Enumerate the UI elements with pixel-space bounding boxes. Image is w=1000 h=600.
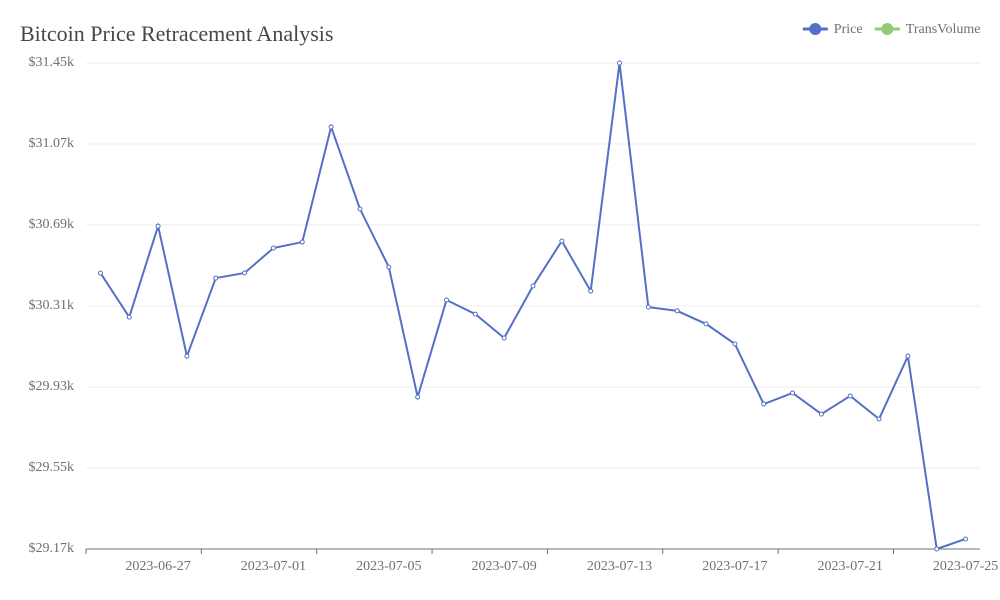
data-point — [790, 390, 796, 396]
chart-title: Bitcoin Price Retracement Analysis — [20, 21, 333, 46]
legend-label: TransVolume — [906, 22, 981, 37]
y-tick-label: $29.55k — [29, 460, 75, 475]
data-point — [645, 304, 651, 310]
data-point — [213, 275, 219, 281]
data-point — [126, 314, 132, 320]
data-point — [963, 536, 969, 542]
data-point — [703, 321, 709, 327]
data-point — [184, 353, 190, 359]
x-tick-label: 2023-07-05 — [356, 559, 421, 574]
legend-label: Price — [834, 22, 863, 37]
legend-item: TransVolume — [874, 22, 981, 37]
data-point — [357, 206, 363, 212]
x-tick-label: 2023-07-01 — [241, 559, 306, 574]
data-point — [97, 270, 103, 276]
data-point — [472, 311, 478, 317]
y-tick-label: $29.17k — [29, 541, 75, 556]
data-point — [732, 341, 738, 347]
data-point — [530, 283, 536, 289]
data-point — [905, 353, 911, 359]
data-point — [761, 401, 767, 407]
data-point — [501, 335, 507, 341]
y-tick-label: $31.45k — [29, 55, 75, 70]
x-tick-label: 2023-07-21 — [818, 559, 883, 574]
data-point — [386, 264, 392, 270]
data-point — [847, 393, 853, 399]
data-point — [155, 223, 161, 229]
x-tick-label: 2023-07-25 — [933, 559, 998, 574]
data-point — [270, 245, 276, 251]
y-tick-label: $30.31k — [29, 298, 75, 313]
data-point — [559, 238, 565, 244]
y-tick-label: $30.69k — [29, 217, 75, 232]
x-tick-label: 2023-06-27 — [125, 559, 190, 574]
y-tick-label: $29.93k — [29, 379, 75, 394]
legend-icon — [881, 23, 894, 35]
x-tick-label: 2023-07-09 — [471, 559, 536, 574]
data-point — [328, 124, 334, 130]
data-point — [617, 60, 623, 66]
data-point — [674, 308, 680, 314]
data-point — [588, 288, 594, 294]
x-tick-label: 2023-07-17 — [702, 559, 767, 574]
data-point — [242, 270, 248, 276]
data-point — [934, 546, 940, 552]
data-point — [876, 416, 882, 422]
data-point — [443, 297, 449, 303]
legend-icon — [809, 23, 822, 35]
data-point — [299, 239, 305, 245]
y-tick-label: $31.07k — [29, 136, 75, 151]
x-tick-label: 2023-07-13 — [587, 559, 652, 574]
data-point — [415, 394, 421, 400]
legend-item: Price — [802, 22, 863, 37]
data-point — [818, 411, 824, 417]
